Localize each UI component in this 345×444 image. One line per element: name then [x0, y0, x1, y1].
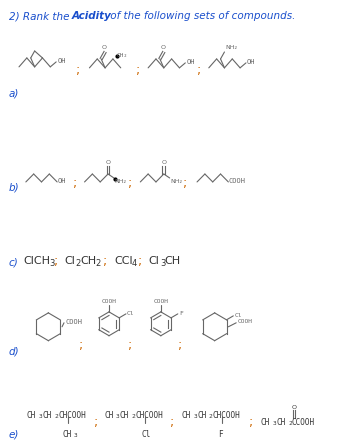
- Text: CH: CH: [42, 411, 52, 420]
- Text: COOH: COOH: [66, 319, 83, 325]
- Text: O: O: [106, 159, 110, 165]
- Text: Acidity: Acidity: [72, 11, 112, 21]
- Text: 3: 3: [49, 259, 55, 268]
- Text: OH: OH: [57, 178, 66, 184]
- Text: CH: CH: [260, 418, 270, 427]
- Text: 2: 2: [209, 414, 213, 419]
- Text: CH: CH: [104, 411, 114, 420]
- Text: CH: CH: [81, 256, 97, 266]
- Text: ;: ;: [249, 416, 253, 428]
- Text: Cl: Cl: [64, 256, 75, 266]
- Text: COOH: COOH: [228, 178, 245, 184]
- Text: O: O: [292, 404, 296, 410]
- Text: of the following sets of compounds.: of the following sets of compounds.: [107, 11, 295, 21]
- Text: Cl: Cl: [141, 430, 150, 439]
- Text: 3: 3: [160, 259, 165, 268]
- Text: ;: ;: [128, 178, 133, 190]
- Text: Cl: Cl: [234, 313, 242, 318]
- Text: CHCOOH: CHCOOH: [213, 411, 240, 420]
- Text: d): d): [8, 347, 19, 357]
- Text: CCOOH: CCOOH: [292, 418, 315, 427]
- Text: 3: 3: [273, 421, 276, 426]
- Text: ;: ;: [94, 416, 98, 428]
- Text: O: O: [161, 159, 166, 165]
- Text: NH₂: NH₂: [225, 44, 237, 50]
- Text: CHCOOH: CHCOOH: [58, 411, 86, 420]
- Text: 2: 2: [288, 421, 292, 426]
- Text: 2: 2: [95, 259, 100, 268]
- Text: CH₂: CH₂: [117, 53, 128, 58]
- Text: ;: ;: [73, 178, 77, 190]
- Text: 2) Rank the: 2) Rank the: [9, 11, 73, 21]
- Text: CH: CH: [62, 430, 71, 439]
- Text: COOH: COOH: [154, 299, 168, 305]
- Text: ;: ;: [197, 64, 201, 77]
- Text: CH: CH: [197, 411, 206, 420]
- Text: Cl: Cl: [148, 256, 159, 266]
- Text: ClCH: ClCH: [23, 256, 50, 266]
- Text: ;: ;: [183, 178, 187, 190]
- Text: ;: ;: [136, 64, 140, 77]
- Text: 2: 2: [76, 259, 81, 268]
- Text: 4: 4: [131, 259, 137, 268]
- Text: 3: 3: [116, 414, 120, 419]
- Text: ;: ;: [138, 255, 142, 268]
- Text: O: O: [102, 44, 107, 50]
- Text: NH₂: NH₂: [115, 179, 127, 184]
- Text: OH: OH: [57, 58, 66, 64]
- Text: OH: OH: [247, 59, 255, 65]
- Text: CH: CH: [276, 418, 286, 427]
- Text: 3: 3: [39, 414, 42, 419]
- Text: NH₂: NH₂: [171, 179, 183, 184]
- Text: b): b): [8, 183, 19, 193]
- Text: 2: 2: [131, 414, 135, 419]
- Text: CH: CH: [120, 411, 129, 420]
- Text: a): a): [8, 89, 19, 99]
- Text: CHCOOH: CHCOOH: [136, 411, 163, 420]
- Text: O: O: [160, 44, 165, 50]
- Text: e): e): [8, 430, 19, 440]
- Text: OH: OH: [186, 59, 195, 65]
- Text: c): c): [8, 258, 18, 267]
- Text: ;: ;: [79, 339, 84, 352]
- Text: CH: CH: [165, 256, 181, 266]
- Text: ;: ;: [170, 416, 175, 428]
- Text: ;: ;: [76, 64, 80, 77]
- Text: CH: CH: [27, 411, 36, 420]
- Text: CH: CH: [181, 411, 191, 420]
- Text: 3: 3: [74, 433, 78, 438]
- Text: CCl: CCl: [115, 256, 134, 266]
- Text: COOH: COOH: [101, 299, 117, 305]
- Text: 2: 2: [54, 414, 58, 419]
- Text: ;: ;: [54, 255, 58, 268]
- Text: 3: 3: [193, 414, 197, 419]
- Text: COOH: COOH: [237, 319, 252, 324]
- Text: ;: ;: [178, 339, 183, 352]
- Text: F: F: [219, 430, 223, 439]
- Text: ;: ;: [103, 255, 107, 268]
- Text: Cl: Cl: [127, 311, 135, 317]
- Text: F: F: [179, 311, 183, 317]
- Text: ;: ;: [128, 339, 133, 352]
